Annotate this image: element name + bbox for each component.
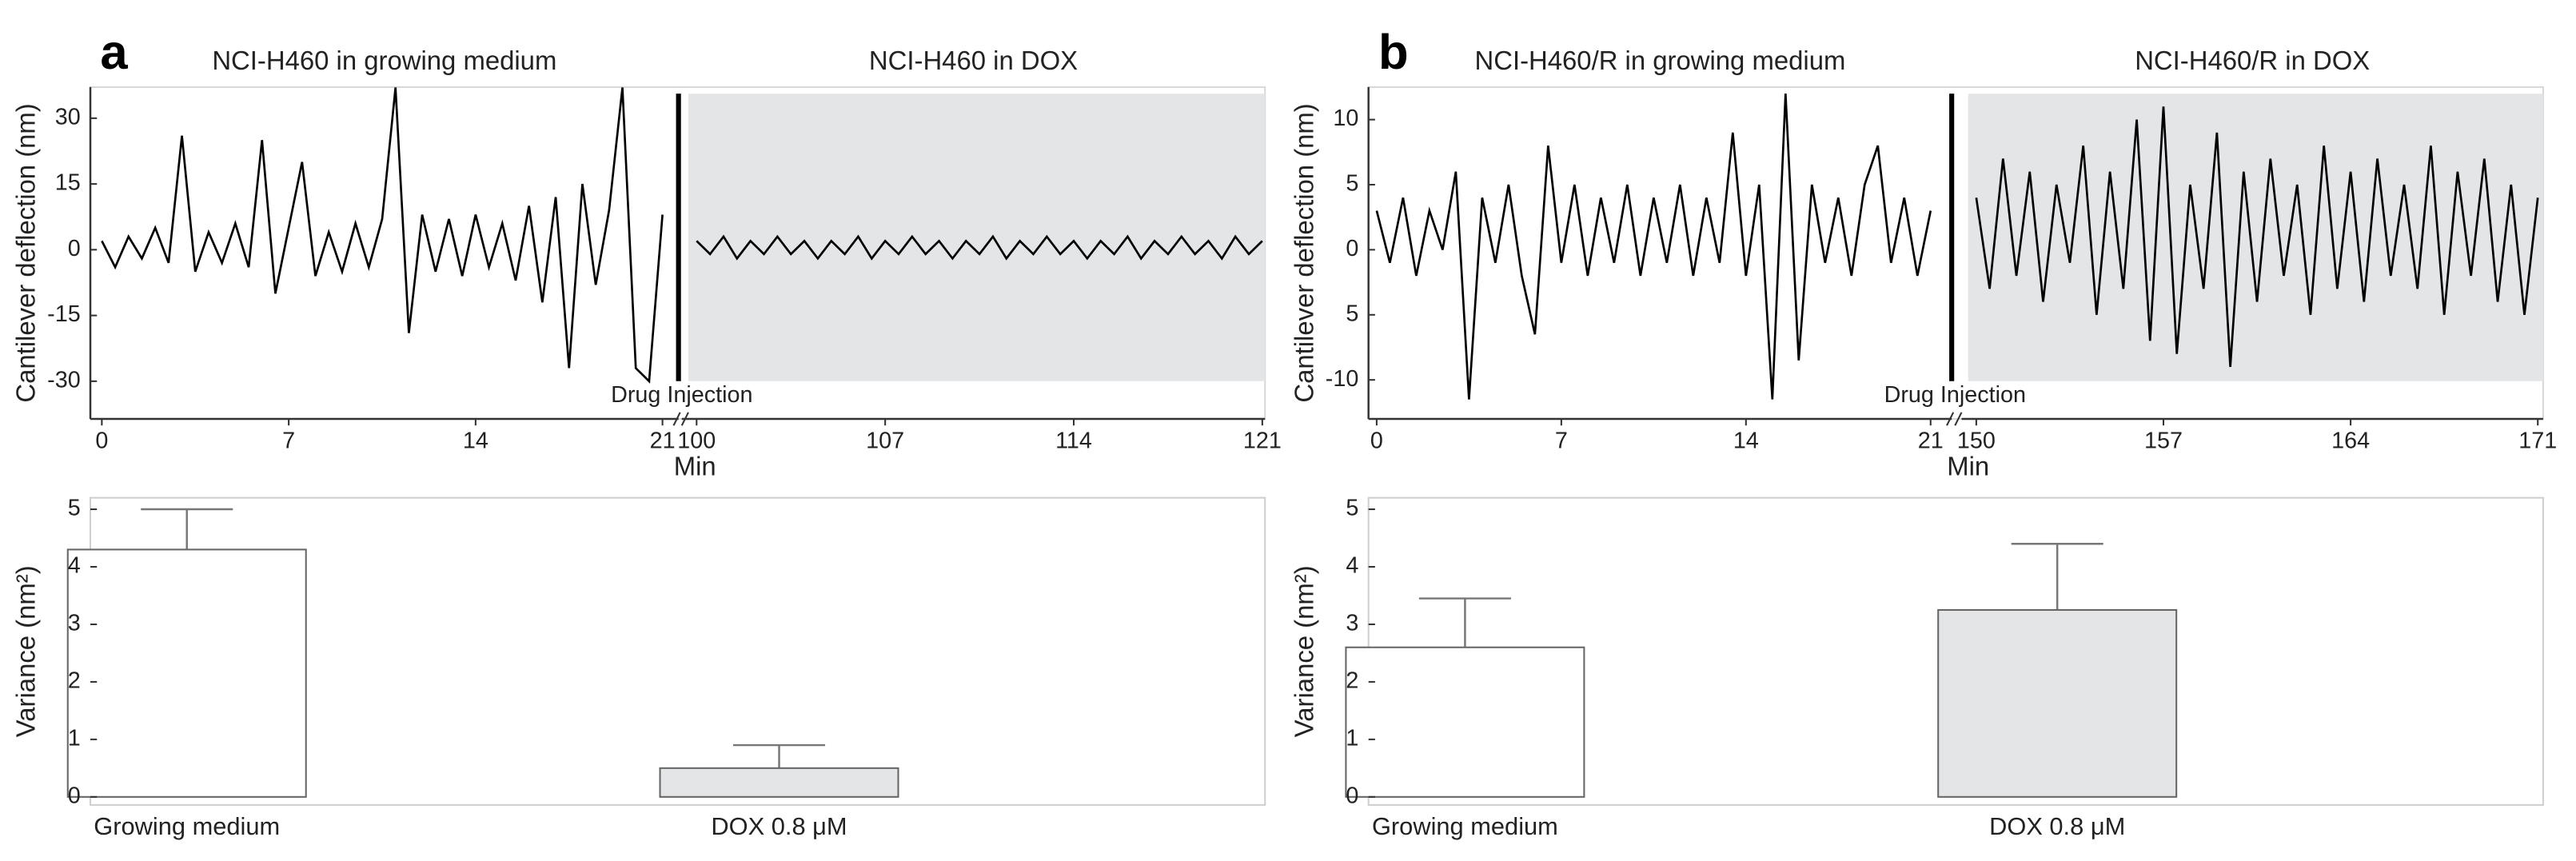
y-tick-label: 4 bbox=[68, 553, 81, 579]
x-tick-label: DOX 0.8 μM bbox=[1989, 812, 2125, 840]
y-tick-label: 2 bbox=[68, 668, 81, 694]
x-tick-label: 171 bbox=[2518, 428, 2557, 453]
y-tick-label: 10 bbox=[1333, 106, 1358, 131]
y-tick-label: 1 bbox=[68, 725, 81, 751]
x-tick-label: 7 bbox=[1555, 428, 1568, 453]
x-tick-label: 150 bbox=[1957, 428, 1996, 453]
deflection-trace bbox=[1375, 94, 1932, 400]
y-tick-label: 0 bbox=[1346, 783, 1358, 808]
bar bbox=[1937, 608, 2178, 798]
y-tick-label: 30 bbox=[55, 104, 81, 130]
bar bbox=[659, 767, 899, 798]
deflection-trace bbox=[696, 234, 1263, 261]
y-tick-label: 4 bbox=[1346, 553, 1358, 579]
y-tick-label: -15 bbox=[47, 301, 81, 327]
x-axis-label: Min bbox=[1947, 451, 1989, 480]
y-tick-label: -10 bbox=[1326, 366, 1359, 392]
panel-label: a bbox=[100, 25, 128, 80]
series-label: NCI-H460/R in DOX bbox=[2135, 46, 2370, 75]
x-tick-label: 157 bbox=[2144, 428, 2183, 453]
x-tick-label: 107 bbox=[866, 428, 904, 453]
x-tick-label: 21 bbox=[650, 428, 676, 453]
x-tick-label: 164 bbox=[2331, 428, 2370, 453]
axis-break bbox=[680, 412, 689, 426]
treatment-shade bbox=[688, 94, 1266, 381]
x-tick-label: Growing medium bbox=[94, 812, 280, 840]
deflection-trace bbox=[1975, 106, 2539, 367]
bar bbox=[1345, 646, 1585, 798]
y-tick-label: 0 bbox=[68, 236, 81, 261]
x-tick-label: 14 bbox=[463, 428, 488, 453]
x-tick-label: 0 bbox=[95, 428, 108, 453]
series-label: NCI-H460 in DOX bbox=[869, 46, 1078, 75]
x-tick-label: 7 bbox=[282, 428, 295, 453]
y-tick-label: 5 bbox=[1346, 496, 1358, 521]
y-tick-label: 5 bbox=[1346, 171, 1358, 197]
axis-break bbox=[672, 412, 681, 426]
y-tick-label: 2 bbox=[1346, 668, 1358, 694]
y-tick-label: 3 bbox=[68, 611, 81, 636]
y-tick-label: 0 bbox=[68, 783, 81, 808]
axis-break bbox=[1946, 412, 1955, 426]
y-tick-label: -30 bbox=[47, 367, 81, 393]
series-label: NCI-H460 in growing medium bbox=[212, 46, 556, 75]
y-tick-label: 5 bbox=[1346, 301, 1358, 326]
axis-break bbox=[1954, 412, 1963, 426]
y-tick-label: 15 bbox=[55, 170, 81, 196]
y-axis-label: Cantilever deflection (nm) bbox=[11, 103, 41, 402]
x-tick-label: 100 bbox=[677, 428, 716, 453]
x-tick-label: 14 bbox=[1733, 428, 1759, 453]
y-tick-label: 3 bbox=[1346, 611, 1358, 636]
x-tick-label: Growing medium bbox=[1372, 812, 1558, 840]
annotation: Drug Injection bbox=[611, 382, 752, 408]
x-tick-label: 21 bbox=[1918, 428, 1944, 453]
deflection-trace bbox=[101, 87, 664, 384]
x-tick-label: 114 bbox=[1055, 428, 1092, 453]
y-axis-label: Variance (nm²) bbox=[1289, 565, 1318, 737]
y-tick-label: 5 bbox=[68, 496, 81, 521]
treatment-shade bbox=[1968, 94, 2543, 381]
series-label: NCI-H460/R in growing medium bbox=[1474, 46, 1845, 75]
x-axis-label: Min bbox=[674, 451, 716, 480]
x-tick-label: 121 bbox=[1243, 428, 1282, 453]
panel-label: b bbox=[1378, 25, 1409, 80]
y-tick-label: 0 bbox=[1346, 236, 1358, 261]
y-axis-label: Variance (nm²) bbox=[11, 565, 41, 737]
bar bbox=[66, 548, 307, 798]
x-tick-label: DOX 0.8 μM bbox=[711, 812, 847, 840]
y-tick-label: 1 bbox=[1346, 725, 1358, 751]
y-axis-label: Cantilever deflection (nm) bbox=[1289, 103, 1318, 402]
x-tick-label: 0 bbox=[1370, 428, 1383, 453]
annotation: Drug Injection bbox=[1884, 382, 2026, 408]
